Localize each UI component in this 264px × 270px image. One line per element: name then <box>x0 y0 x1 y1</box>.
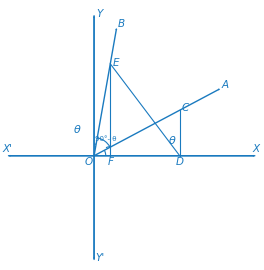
Text: B: B <box>118 19 125 29</box>
Text: E: E <box>113 58 119 68</box>
Text: O: O <box>84 157 92 167</box>
Text: θ: θ <box>74 125 81 135</box>
Text: X': X' <box>2 144 12 154</box>
Text: F: F <box>107 157 113 167</box>
Text: C: C <box>182 103 189 113</box>
Text: θ: θ <box>168 136 175 147</box>
Text: Y': Y' <box>95 253 104 263</box>
Text: Y: Y <box>97 9 103 19</box>
Text: D: D <box>176 157 184 167</box>
Text: 90°- θ: 90°- θ <box>95 136 116 142</box>
Text: X: X <box>253 144 260 154</box>
Text: A: A <box>221 80 228 90</box>
